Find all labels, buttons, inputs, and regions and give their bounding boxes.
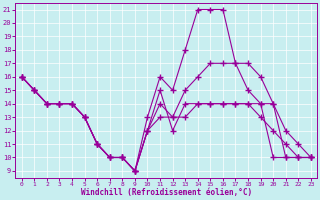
X-axis label: Windchill (Refroidissement éolien,°C): Windchill (Refroidissement éolien,°C)	[81, 188, 252, 197]
